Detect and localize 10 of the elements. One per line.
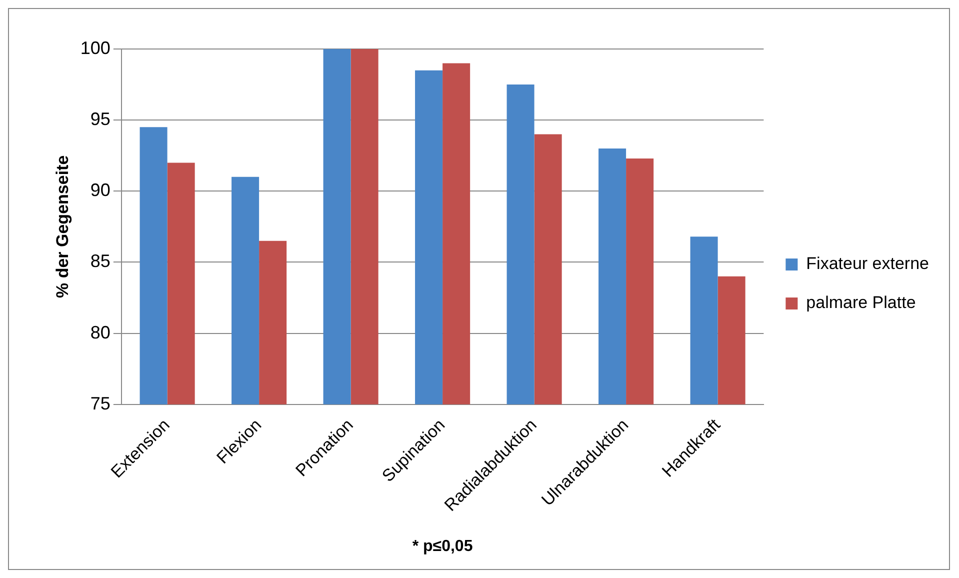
- y-tick-label: 75: [90, 393, 110, 414]
- legend-label: palmare Platte: [806, 293, 916, 312]
- y-tick-label: 90: [90, 180, 110, 200]
- y-tick-label: 80: [90, 322, 110, 342]
- y-tick-label: 85: [90, 251, 110, 272]
- y-tick-label: 100: [80, 38, 110, 58]
- y-axis-title: % der Gegenseite: [52, 155, 72, 298]
- legend-label: Fixateur externe: [806, 254, 930, 274]
- text: * p≤0,05: [412, 538, 473, 555]
- y-tick-label: 95: [90, 109, 110, 130]
